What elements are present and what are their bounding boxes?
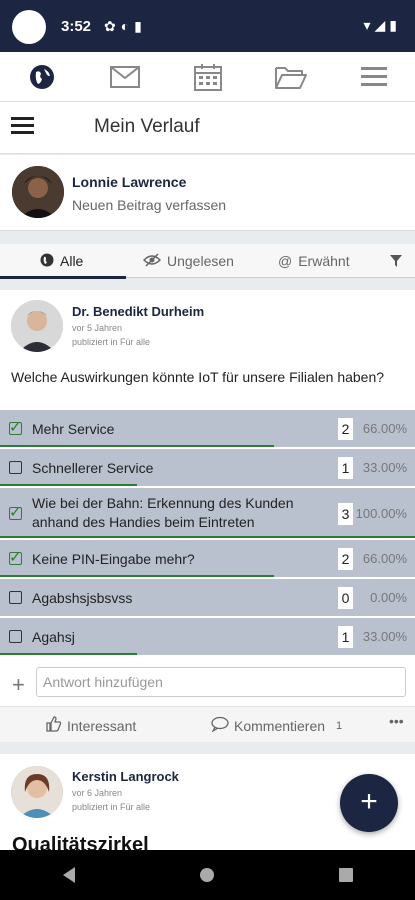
poll-progress-bar [0, 653, 137, 655]
poll-option[interactable]: Keine PIN-Eingabe mehr? 2 66.00% [0, 540, 415, 579]
poll-progress-bar [0, 445, 274, 447]
poll-vote-count: 1 [338, 626, 353, 648]
tab-mentioned[interactable]: @ Erwähnt [278, 244, 350, 278]
poll-vote-count: 2 [338, 418, 353, 440]
status-time: 3:52 [61, 18, 92, 35]
poll-progress-bar [0, 484, 137, 486]
more-options-icon[interactable]: ••• [389, 713, 404, 729]
like-label: Interessant [67, 717, 137, 734]
poll-option-label: Agabshsjsbsvss [32, 590, 133, 606]
new-post-fab[interactable]: + [340, 774, 398, 832]
post-author[interactable]: Dr. Benedikt Durheim [72, 304, 205, 319]
composer-user-name: Lonnie Lawrence [72, 174, 187, 190]
post-author[interactable]: Kerstin Langrock [72, 769, 179, 784]
feed-post: Dr. Benedikt Durheim vor 5 Jahren publiz… [0, 290, 415, 742]
plus-icon[interactable]: + [12, 672, 25, 697]
recents-icon[interactable] [338, 868, 353, 882]
poll-percent: 0.00% [370, 590, 407, 605]
system-icons: ▾◢▮ [363, 17, 401, 33]
avatar [12, 166, 64, 218]
poll-vote-count: 0 [338, 587, 353, 609]
eye-slash-icon [142, 252, 162, 270]
thumbs-up-icon [46, 716, 62, 735]
poll-option[interactable]: Wie bei der Bahn: Erkennung des Kunden a… [0, 488, 415, 540]
poll-option-label: Agahsj [32, 629, 75, 645]
status-bar: 3:52 ✿◐▮ ▾◢▮ [0, 0, 415, 52]
tab-label: Alle [60, 253, 84, 269]
new-post-prompt[interactable]: Neuen Beitrag verfassen [72, 197, 227, 213]
poll: Mehr Service 2 66.00% Schnellerer Servic… [0, 410, 415, 657]
like-button[interactable]: Interessant [46, 716, 136, 735]
comment-button[interactable]: Kommentieren 1 [211, 716, 342, 735]
comment-label: Kommentieren [234, 717, 326, 734]
page-title: Mein Verlauf [94, 116, 200, 137]
poll-percent: 33.00% [362, 629, 407, 644]
post-actions: Interessant Kommentieren 1 ••• [0, 706, 415, 742]
poll-vote-count: 3 [338, 503, 353, 525]
tab-label: Erwähnt [298, 253, 350, 269]
tab-label: Ungelesen [167, 253, 234, 269]
menu-icon[interactable] [344, 57, 404, 97]
avatar [11, 766, 63, 818]
comment-icon [211, 716, 229, 735]
poll-percent: 66.00% [362, 551, 407, 566]
post-time: vor 6 Jahren [72, 788, 123, 798]
tab-all[interactable]: Alle [40, 244, 83, 278]
poll-option[interactable]: Mehr Service 2 66.00% [0, 410, 415, 449]
home-icon[interactable] [199, 868, 214, 882]
tab-unread[interactable]: Ungelesen [142, 244, 234, 278]
title-bar: Mein Verlauf [0, 102, 415, 154]
post-visibility: publiziert in Für alle [72, 337, 151, 347]
filter-tabs: Alle Ungelesen @ Erwähnt [0, 244, 415, 279]
poll-option-label: Mehr Service [32, 421, 115, 437]
answer-input[interactable]: Antwort hinzufügen [36, 667, 406, 697]
at-icon: @ [278, 253, 293, 269]
top-navigation [0, 52, 415, 102]
status-circle-icon [12, 10, 46, 44]
poll-vote-count: 1 [338, 457, 353, 479]
checkbox[interactable] [9, 591, 22, 604]
poll-percent: 33.00% [362, 460, 407, 475]
checkbox[interactable] [9, 630, 22, 643]
checkbox[interactable] [9, 548, 22, 566]
system-nav-bar [0, 850, 415, 900]
calendar-icon[interactable] [178, 57, 238, 97]
folder-icon[interactable] [261, 57, 321, 97]
avatar [11, 300, 63, 352]
globe-icon[interactable] [12, 57, 72, 97]
poll-option-label: Keine PIN-Eingabe mehr? [32, 551, 195, 567]
poll-option[interactable]: Schnellerer Service 1 33.00% [0, 449, 415, 488]
poll-question: Welche Auswirkungen könnte IoT für unser… [11, 369, 385, 385]
post-composer[interactable]: Lonnie Lawrence Neuen Beitrag verfassen [0, 155, 415, 231]
poll-percent: 66.00% [362, 421, 407, 436]
poll-progress-bar [0, 575, 274, 577]
globe-icon [40, 253, 54, 270]
mail-icon[interactable] [95, 57, 155, 97]
comment-count: 1 [336, 719, 343, 732]
checkbox[interactable] [9, 418, 22, 436]
active-tab-indicator [0, 276, 126, 279]
poll-option[interactable]: Agabshsjsbsvss 0 0.00% [0, 579, 415, 618]
hamburger-icon[interactable] [11, 115, 35, 139]
post-time: vor 5 Jahren [72, 323, 123, 333]
checkbox[interactable] [9, 461, 22, 474]
notification-icons: ✿◐▮ [104, 18, 147, 34]
poll-vote-count: 2 [338, 548, 353, 570]
back-icon[interactable] [62, 867, 75, 883]
poll-percent: 100.00% [355, 506, 407, 521]
poll-progress-bar [0, 536, 415, 538]
filter-icon[interactable] [389, 244, 403, 278]
poll-option[interactable]: Agahsj 1 33.00% [0, 618, 415, 657]
poll-option-label: Wie bei der Bahn: Erkennung des Kunden a… [32, 495, 294, 530]
checkbox[interactable] [9, 503, 22, 521]
poll-option-label: Schnellerer Service [32, 460, 154, 476]
post-visibility: publiziert in Für alle [72, 802, 151, 812]
answer-row: + Antwort hinzufügen [0, 664, 415, 708]
